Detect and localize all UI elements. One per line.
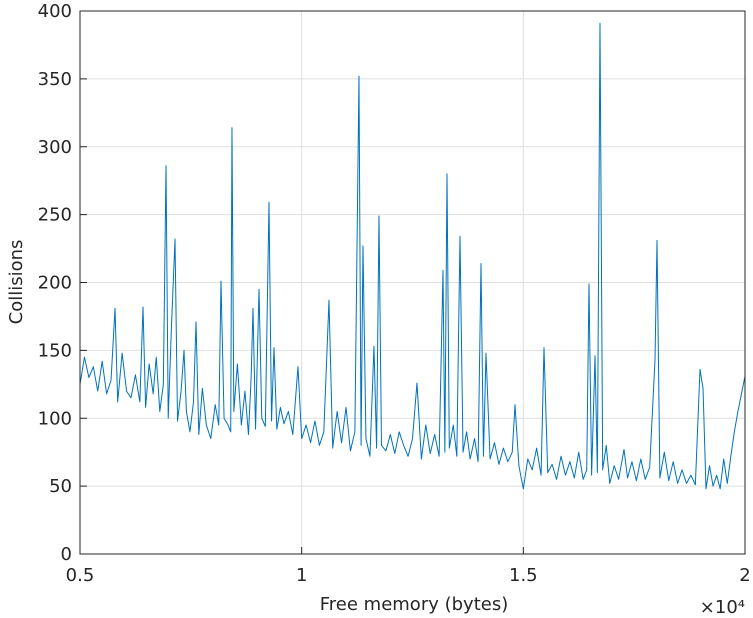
y-tick-label: 200	[38, 273, 72, 294]
x-multiplier: ×10⁴	[700, 597, 745, 618]
y-tick-label: 150	[38, 340, 72, 361]
axes-box	[79, 10, 746, 555]
x-tick-label: 2	[739, 565, 750, 586]
x-tick-label: 1.5	[509, 565, 538, 586]
y-tick-label: 350	[38, 69, 72, 90]
y-tick-label: 300	[38, 137, 72, 158]
y-tick-label: 0	[61, 544, 72, 565]
y-tick-label: 250	[38, 205, 72, 226]
x-tick-label: 0.5	[66, 565, 95, 586]
x-axis-label: Free memory (bytes)	[320, 594, 508, 615]
y-tick-label: 50	[49, 476, 72, 497]
y-axis-label: Collisions	[6, 240, 27, 325]
y-tick-label: 100	[38, 408, 72, 429]
data-line	[79, 22, 746, 490]
x-tick-label: 1	[296, 565, 307, 586]
y-tick-label: 400	[38, 1, 72, 22]
